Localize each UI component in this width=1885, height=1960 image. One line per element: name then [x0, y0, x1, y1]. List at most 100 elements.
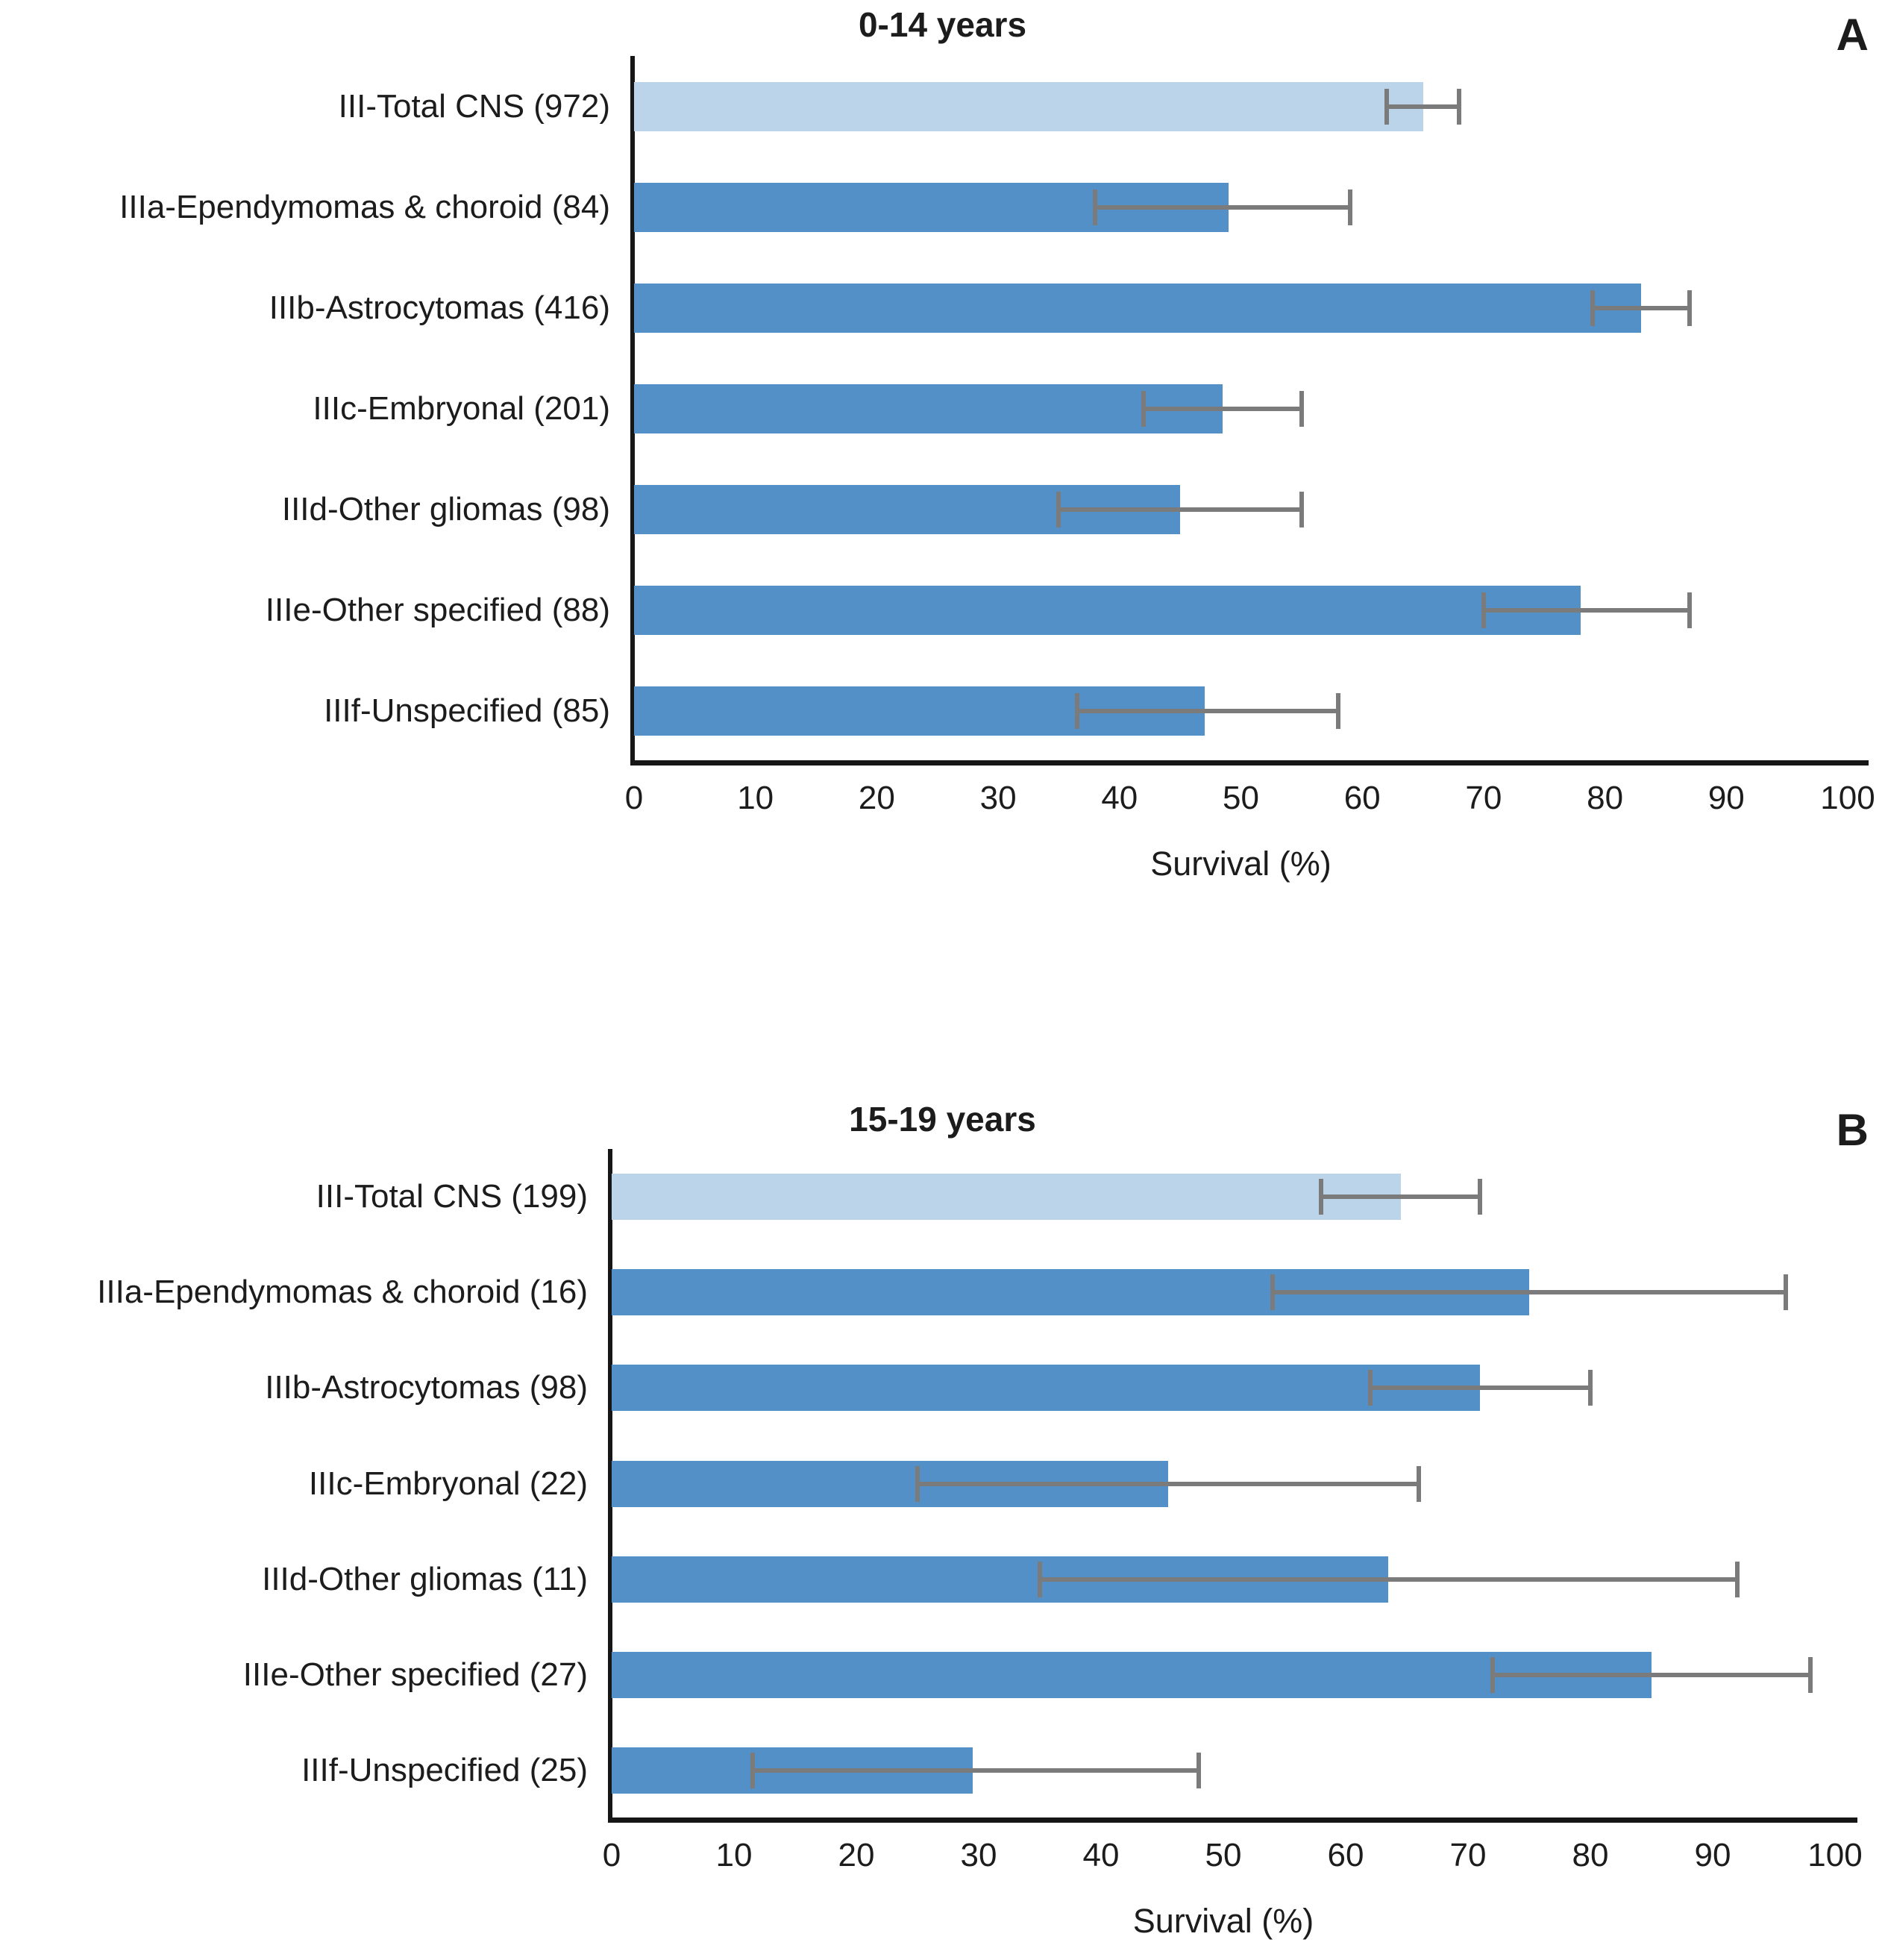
error-bar-cap-high: [1588, 1370, 1593, 1406]
survival-bar: [634, 81, 1423, 131]
error-bar-cap-high: [1299, 491, 1304, 527]
survival-bar: [634, 283, 1642, 333]
x-tick-label: 10: [737, 780, 774, 816]
panel-a-title: 0-14 years: [858, 5, 1027, 44]
survival-bar: [634, 585, 1581, 635]
panel-b-x-axis-line: [608, 1817, 1857, 1823]
error-bar-cap-high: [1478, 1179, 1483, 1215]
error-bar-cap-high: [1457, 88, 1462, 125]
panel-a-plot-area: [630, 56, 1869, 765]
panel-b-y-axis-line: [608, 1149, 612, 1818]
x-tick-label: 0: [602, 1837, 621, 1873]
x-tick-label: 80: [1572, 1837, 1609, 1873]
x-tick-label: 80: [1587, 780, 1624, 816]
error-bar-cap-high: [1299, 390, 1304, 427]
error-bar-cap-low: [1074, 692, 1079, 729]
error-bar-line: [1040, 1577, 1737, 1582]
error-bar-line: [1483, 607, 1690, 613]
panel-a-y-axis-line: [630, 56, 635, 761]
error-bar-cap-high: [1808, 1656, 1813, 1693]
error-bar-line: [1593, 305, 1690, 310]
panel-a: 0-14 years A III-Total CNS (972) IIIa-Epe…: [0, 0, 1885, 925]
x-tick-label: 60: [1343, 780, 1381, 816]
category-label: IIIb-Astrocytomas (98): [265, 1369, 588, 1406]
error-bar-cap-high: [1687, 289, 1693, 326]
error-bar-line: [1272, 1290, 1787, 1295]
error-bar-cap-high: [1784, 1274, 1789, 1311]
category-label: III-Total CNS (199): [316, 1178, 588, 1215]
error-bar-cap-low: [1490, 1656, 1495, 1693]
error-bar-line: [1321, 1195, 1481, 1200]
category-label: IIIc-Embryonal (22): [308, 1465, 588, 1502]
panel-b-title: 15-19 years: [849, 1100, 1036, 1139]
x-tick-label: 90: [1707, 780, 1745, 816]
x-tick-label: 60: [1327, 1837, 1364, 1873]
error-bar-line: [1095, 204, 1350, 210]
x-tick-label: 0: [624, 780, 644, 816]
error-bar-cap-low: [1384, 88, 1389, 125]
category-label: IIIa-Ependymomas & choroid (84): [119, 188, 610, 225]
error-bar-cap-low: [1270, 1274, 1275, 1311]
survival-bar: [634, 383, 1223, 433]
x-tick-label: 40: [1082, 1837, 1120, 1873]
category-label: IIId-Other gliomas (98): [281, 490, 610, 527]
error-bar-cap-high: [1417, 1465, 1422, 1502]
panel-b-plot-area: [608, 1149, 1857, 1823]
panel-a-x-axis-line: [630, 760, 1869, 765]
error-bar-cap-low: [1038, 1561, 1042, 1597]
survival-bar: [612, 1651, 1652, 1698]
x-tick-label: 40: [1101, 780, 1138, 816]
error-bar-cap-high: [1196, 1752, 1202, 1788]
category-label: IIIc-Embryonal (201): [313, 389, 610, 427]
x-tick-label: 50: [1205, 1837, 1242, 1873]
error-bar-cap-low: [1319, 1179, 1324, 1215]
x-tick-label: 90: [1694, 1837, 1731, 1873]
error-bar-cap-low: [1141, 390, 1147, 427]
category-label: IIId-Other gliomas (11): [262, 1560, 588, 1597]
error-bar-line: [1386, 104, 1460, 109]
error-bar-line: [1076, 708, 1338, 713]
error-bar-cap-low: [750, 1752, 755, 1788]
category-label: IIIe-Other specified (88): [265, 591, 610, 628]
x-tick-label: 20: [858, 780, 895, 816]
x-tick-label: 10: [715, 1837, 753, 1873]
error-bar-line: [1370, 1386, 1590, 1391]
error-bar-cap-low: [1093, 189, 1098, 225]
panel-a-category-labels: III-Total CNS (972) IIIa-Ependymomas & ch…: [0, 0, 610, 761]
category-label: IIIa-Ependymomas & choroid (16): [97, 1274, 588, 1311]
survival-bar: [612, 1174, 1401, 1221]
x-tick-label: 30: [979, 780, 1017, 816]
category-label: IIIe-Other specified (27): [242, 1656, 588, 1693]
error-bar-cap-low: [915, 1465, 920, 1502]
panel-b-letter: B: [1836, 1105, 1869, 1155]
error-bar-line: [918, 1481, 1420, 1486]
category-label: IIIf-Unspecified (25): [301, 1751, 588, 1788]
error-bar-line: [1144, 406, 1302, 411]
x-tick-label: 70: [1465, 780, 1502, 816]
error-bar-cap-high: [1347, 189, 1352, 225]
error-bar-cap-low: [1590, 289, 1596, 326]
error-bar-line: [1492, 1672, 1811, 1677]
error-bar-line: [752, 1768, 1199, 1773]
error-bar-cap-high: [1335, 692, 1340, 729]
x-tick-label: 50: [1223, 780, 1259, 816]
category-label: III-Total CNS (972): [338, 87, 610, 125]
category-label: IIIb-Astrocytomas (416): [269, 289, 610, 326]
panel-a-letter: A: [1836, 10, 1869, 60]
x-tick-label: 30: [960, 1837, 997, 1873]
error-bar-cap-low: [1367, 1370, 1373, 1406]
panel-b: 15-19 years B III-Total CNS (199) IIIa-Ep…: [0, 1063, 1885, 1960]
error-bar-cap-high: [1687, 592, 1693, 628]
panel-b-x-axis-title: Survival (%): [1132, 1902, 1314, 1940]
x-tick-label: 100: [1820, 780, 1875, 816]
x-tick-label: 20: [838, 1837, 875, 1873]
error-bar-cap-low: [1056, 491, 1061, 527]
category-label: IIIf-Unspecified (85): [324, 692, 610, 729]
panel-a-x-axis-title: Survival (%): [1150, 845, 1332, 883]
error-bar-cap-high: [1734, 1561, 1740, 1597]
x-tick-label: 100: [1807, 1837, 1863, 1873]
error-bar-line: [1058, 507, 1302, 512]
survival-bar: [612, 1365, 1481, 1412]
x-tick-label: 70: [1449, 1837, 1487, 1873]
